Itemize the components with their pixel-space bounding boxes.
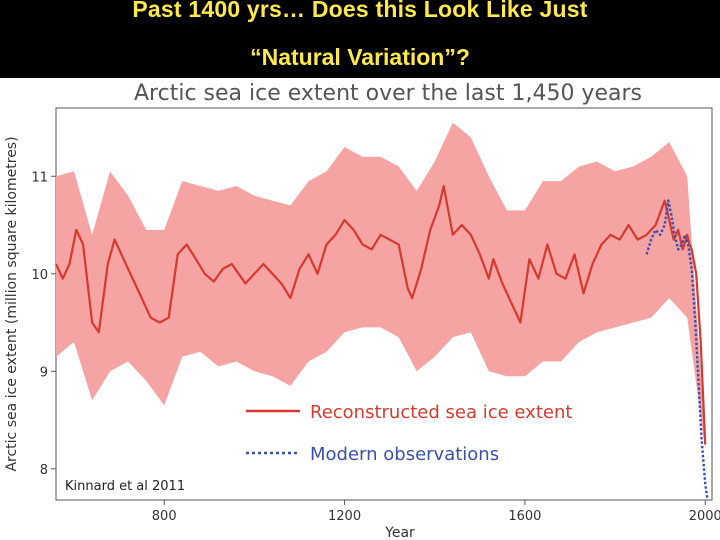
x-axis-label: Year — [384, 525, 415, 540]
chart-figure: Arctic sea ice extent over the last 1,45… — [0, 78, 720, 540]
y-tick-label: 8 — [40, 463, 48, 478]
legend-label-observations: Modern observations — [310, 444, 499, 465]
sea-ice-chart: Arctic sea ice extent over the last 1,45… — [4, 81, 720, 540]
y-axis-label: Arctic sea ice extent (million square ki… — [4, 136, 20, 471]
slide-header: Past 1400 yrs… Does this Look Like Just … — [0, 0, 720, 78]
legend: Reconstructed sea ice extent Modern obse… — [246, 402, 572, 465]
slide-title-line-1: Past 1400 yrs… Does this Look Like Just — [132, 0, 588, 22]
y-tick-label: 11 — [31, 170, 48, 185]
uncertainty-band — [56, 122, 706, 450]
y-tick-label: 9 — [40, 365, 48, 380]
x-tick-label: 1200 — [328, 509, 361, 524]
y-tick-label: 10 — [31, 268, 48, 283]
legend-label-reconstructed: Reconstructed sea ice extent — [310, 402, 572, 423]
source-credit: Kinnard et al 2011 — [65, 479, 185, 494]
x-tick-label: 1600 — [508, 509, 541, 524]
series-line-reconstructed — [55, 184, 707, 445]
series-line-observations — [645, 199, 709, 501]
x-tick-label: 800 — [152, 509, 177, 524]
chart-title: Arctic sea ice extent over the last 1,45… — [134, 81, 642, 106]
slide-title-line-2: “Natural Variation”? — [250, 44, 470, 70]
x-tick-label: 2000 — [689, 509, 720, 524]
series-layer — [55, 184, 709, 501]
uncertainty-band-layer — [56, 122, 706, 450]
axes-layer: 8 9 10 11 800 1200 1600 2000 — [31, 170, 720, 524]
